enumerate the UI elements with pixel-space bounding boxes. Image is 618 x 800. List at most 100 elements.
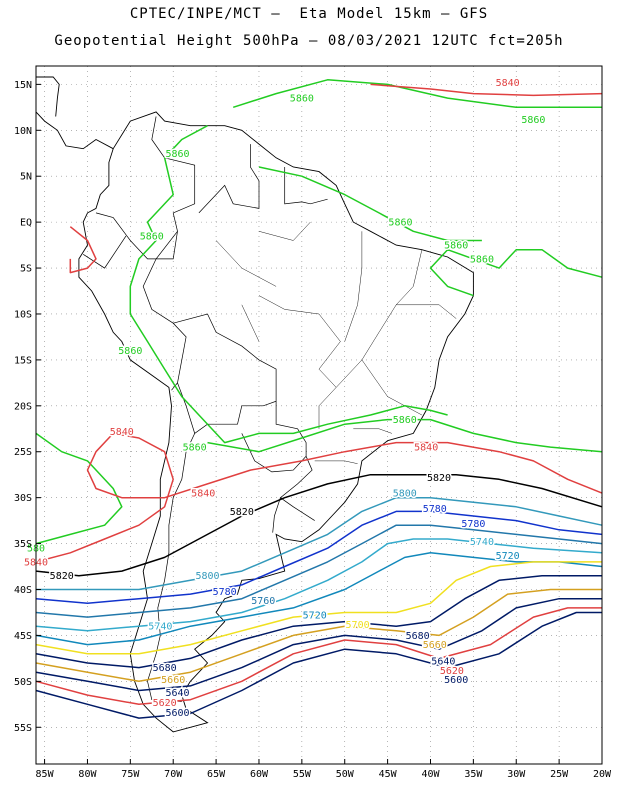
contour-label-5840: 5840 xyxy=(110,427,134,438)
contour-5860 xyxy=(207,418,603,453)
state-border xyxy=(378,249,423,333)
contour-label-5860: 5860 xyxy=(165,149,189,160)
country-border xyxy=(279,456,315,521)
state-border xyxy=(215,240,277,287)
lon-tick-label: 25W xyxy=(550,769,569,780)
contour-5860 xyxy=(35,432,123,545)
country-border xyxy=(83,235,127,269)
lon-tick-label: 20W xyxy=(593,769,612,780)
contour-label-5780: 5780 xyxy=(213,587,237,598)
map-frame xyxy=(35,65,603,765)
chart-title-line2: Geopotential Height 500hPa – 08/03/2021 … xyxy=(54,33,564,49)
country-border xyxy=(173,313,277,434)
contour-5860 xyxy=(258,166,482,242)
contour-label-5680: 5680 xyxy=(153,663,177,674)
country-border xyxy=(147,433,196,702)
country-border xyxy=(171,382,178,391)
lon-tick-label: 45W xyxy=(379,769,398,780)
state-border xyxy=(396,304,457,319)
contour-label-5860: 5860 xyxy=(521,115,545,126)
lat-tick-label: EQ xyxy=(20,218,32,229)
contour-5840 xyxy=(35,432,603,563)
contour-5740 xyxy=(35,538,603,632)
lon-tick-label: 80W xyxy=(78,769,97,780)
contour-5860 xyxy=(232,79,602,109)
country-border xyxy=(198,144,260,214)
lon-tick-label: 85W xyxy=(36,769,55,780)
lon-tick-label: 50W xyxy=(336,769,355,780)
lon-tick-label: 35W xyxy=(464,769,483,780)
contour-label-5740: 5740 xyxy=(148,622,172,633)
contour-label-5860: 5860 xyxy=(470,254,494,265)
state-border xyxy=(318,387,337,429)
contour-label-5860: 5860 xyxy=(444,241,468,252)
lat-tick-label: 45S xyxy=(14,631,32,642)
contour-5620 xyxy=(35,607,602,706)
contour-label-5860: 5860 xyxy=(393,415,417,426)
contour-label-5620: 5620 xyxy=(153,698,177,709)
contour-label-5640: 5640 xyxy=(165,688,189,699)
country-border xyxy=(95,116,196,260)
contour-label-5860: 5860 xyxy=(290,94,314,105)
lat-tick-label: 20S xyxy=(14,401,32,412)
contour-5820 xyxy=(35,473,603,577)
central-america-coastline xyxy=(36,76,60,117)
contour-5860 xyxy=(129,125,448,444)
contour-label-5760: 5760 xyxy=(251,596,275,607)
contour-5680 xyxy=(35,574,602,669)
contour-label-5620: 5620 xyxy=(440,666,464,677)
contour-label-5840: 5840 xyxy=(414,443,438,454)
contour-5780 xyxy=(35,510,603,605)
contour-label-5720: 5720 xyxy=(303,611,327,622)
contour-label-5600: 5600 xyxy=(165,708,189,719)
contour-5700 xyxy=(35,561,602,655)
lon-tick-label: 55W xyxy=(293,769,312,780)
axis-labels: 15N10N5NEQ5S10S15S20S25S30S35S40S45S50S5… xyxy=(14,80,612,780)
contour-label-5820: 5820 xyxy=(50,571,74,582)
contour-label-5860: 5860 xyxy=(388,218,412,229)
contour-5600 xyxy=(35,611,602,719)
contour-label-5860: 5860 xyxy=(118,346,142,357)
contour-label-5840: 5840 xyxy=(496,78,520,89)
lat-tick-label: 25S xyxy=(14,447,32,458)
lon-tick-label: 60W xyxy=(250,769,269,780)
state-border xyxy=(318,332,380,388)
contour-label-5820: 5820 xyxy=(230,507,254,518)
contour-label-5820: 5820 xyxy=(427,473,451,484)
contour-label-5840: 5840 xyxy=(191,489,215,500)
country-border xyxy=(142,231,187,383)
lat-tick-label: 30S xyxy=(14,493,32,504)
lat-tick-label: 10S xyxy=(14,309,32,320)
contour-label-5780: 5780 xyxy=(461,519,485,530)
contour-label-5700: 5700 xyxy=(346,620,370,631)
state-border xyxy=(344,231,363,342)
height-contours xyxy=(35,79,603,719)
contour-5840 xyxy=(370,83,603,97)
lat-tick-label: 50S xyxy=(14,677,32,688)
contour-5840 xyxy=(69,226,97,274)
state-border xyxy=(258,221,311,241)
contour-labels: 5860586058605860586058605860586058605860… xyxy=(22,77,546,721)
state-border xyxy=(314,460,358,464)
contour-5860 xyxy=(429,248,603,297)
contour-5760 xyxy=(35,524,603,618)
contour-label-5680: 5680 xyxy=(406,631,430,642)
lat-tick-label: 35S xyxy=(14,539,32,550)
lon-tick-label: 65W xyxy=(207,769,226,780)
contour-label-5660: 5660 xyxy=(423,640,447,651)
lat-tick-label: 10N xyxy=(14,126,32,137)
lat-tick-label: 15N xyxy=(14,80,32,91)
state-border xyxy=(241,304,260,342)
contour-label-5660: 5660 xyxy=(161,675,185,686)
lon-tick-label: 70W xyxy=(164,769,183,780)
country-border xyxy=(284,167,328,205)
state-border xyxy=(258,295,341,342)
chart-title-line1: CPTEC/INPE/MCT – Eta Model 15km – GFS xyxy=(129,6,489,22)
contour-label-5600: 5600 xyxy=(444,675,468,686)
state-border xyxy=(361,359,423,416)
lon-tick-label: 30W xyxy=(507,769,526,780)
contour-5800 xyxy=(36,496,603,591)
contour-label-5640: 5640 xyxy=(431,657,455,668)
country-border xyxy=(272,497,281,533)
